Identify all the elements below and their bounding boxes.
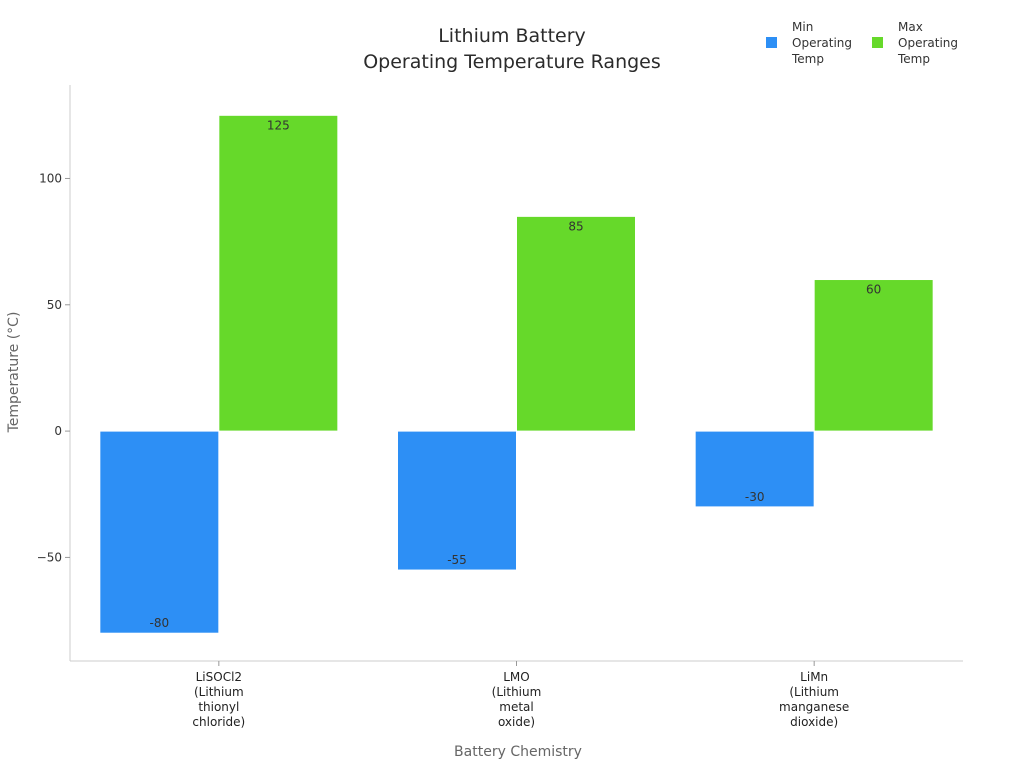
data-label: 85 (568, 219, 583, 233)
x-tick-label-line: oxide) (498, 715, 535, 729)
legend-label-line: Operating (792, 36, 852, 50)
legend-label-line: Temp (791, 52, 824, 66)
bars (99, 114, 934, 634)
y-tick-label: 100 (39, 171, 62, 185)
data-label: 125 (267, 118, 290, 132)
data-labels: -80 125 -55 85 -30 60 (150, 118, 882, 630)
data-label: -80 (150, 616, 170, 630)
x-tick-label-line: (Lithium (492, 685, 542, 699)
x-tick-label-line: (Lithium (789, 685, 839, 699)
chart-title-line-2: Operating Temperature Ranges (363, 51, 661, 73)
legend-swatch (872, 37, 883, 48)
x-tick-label-line: (Lithium (194, 685, 244, 699)
bar-max (813, 279, 934, 432)
x-tick-label-line: dioxide) (790, 715, 838, 729)
x-tick-label-line: thionyl (198, 700, 239, 714)
bar-max (218, 114, 339, 432)
y-axis-title: Temperature (°C) (6, 312, 22, 434)
data-label: -55 (447, 553, 467, 567)
x-tick-label-line: chloride) (192, 715, 245, 729)
legend: Min Operating Temp Max Operating Temp (766, 20, 958, 66)
x-tick-label: LiSOCl2 (Lithium thionyl chloride) (192, 670, 245, 729)
legend-label: Max Operating Temp (897, 20, 958, 66)
bar-min (99, 430, 220, 634)
data-label: 60 (866, 283, 881, 297)
x-tick-label-line: LMO (503, 670, 529, 684)
x-tick-label-line: LiMn (800, 670, 828, 684)
bar-min (397, 430, 517, 571)
bar-max (516, 215, 636, 432)
legend-swatch (766, 37, 777, 48)
x-tick-label: LMO (Lithium metal oxide) (492, 670, 542, 729)
bar-min (694, 430, 815, 508)
x-tick-label-line: manganese (779, 700, 849, 714)
x-tick-label: LiMn (Lithium manganese dioxide) (779, 670, 849, 729)
y-tick-label: 0 (54, 424, 62, 438)
x-tick-label-line: metal (499, 700, 533, 714)
legend-label-line: Operating (898, 36, 958, 50)
y-tick-label: −50 (37, 550, 62, 564)
legend-label-line: Max (898, 20, 923, 34)
legend-label-line: Temp (897, 52, 930, 66)
legend-label: Min Operating Temp (791, 20, 852, 66)
y-tick-label: 50 (47, 298, 62, 312)
chart-title-line-1: Lithium Battery (438, 25, 586, 47)
x-axis-title: Battery Chemistry (454, 744, 582, 760)
x-tick-label-line: LiSOCl2 (196, 670, 242, 684)
data-label: -30 (745, 490, 765, 504)
chart-title: Lithium Battery Operating Temperature Ra… (363, 25, 661, 73)
legend-label-line: Min (792, 20, 813, 34)
